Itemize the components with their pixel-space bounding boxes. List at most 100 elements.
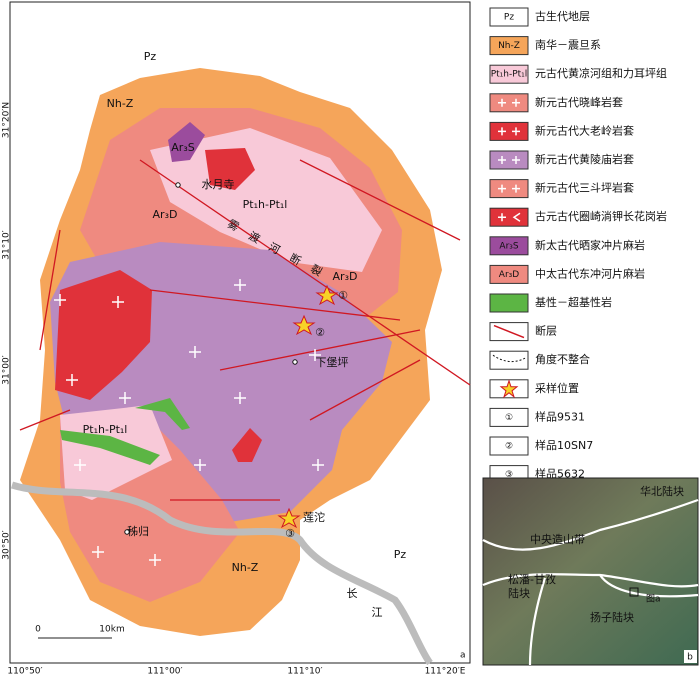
legend-label: 南华－震旦系 xyxy=(535,38,601,52)
cross-symbol xyxy=(149,554,161,566)
cross-symbol xyxy=(498,127,506,136)
latitude-label: 31°00′ xyxy=(2,355,12,384)
longitude-label: 110°50′ xyxy=(7,667,42,677)
legend-label: 样品10SN7 xyxy=(535,438,593,452)
cross-symbol xyxy=(234,392,246,404)
legend-swatch xyxy=(489,236,529,256)
legend-label: 新元古代黄陵庙岩套 xyxy=(535,152,634,166)
map-label: 裂 xyxy=(308,262,324,279)
legend-label: 样品5632 xyxy=(535,467,585,481)
legend: Pz 古生代地层 Nh-Z 南华－震旦系 Pt₁h-Pt₁l 元古代黄凉河组和力耳坪组新元… xyxy=(489,7,667,485)
cross-symbol xyxy=(498,98,506,107)
cross-symbol xyxy=(74,459,86,471)
latitude-label: 30°50′ xyxy=(2,530,12,559)
latitude-label: 31°10′ xyxy=(2,230,12,259)
inset-label: 陆块 xyxy=(508,586,530,600)
map-label: 河 xyxy=(266,240,282,257)
cross-symbol xyxy=(112,296,124,308)
legend-symbol: ① xyxy=(505,413,513,423)
inset-label: 松潘-甘孜 xyxy=(508,572,556,586)
cross-symbol xyxy=(312,459,324,471)
legend-swatch xyxy=(489,179,529,199)
cross-symbol xyxy=(119,392,131,404)
legend-swatch xyxy=(489,93,529,113)
map-label: 下堡坪 xyxy=(316,355,349,369)
inset-label: 图a xyxy=(646,594,661,605)
map-label: Ar₃D xyxy=(333,270,358,283)
legend-swatch xyxy=(489,207,529,227)
panel-box xyxy=(684,650,697,663)
legend-label: 古生代地层 xyxy=(535,9,590,23)
map-label: 秭归 xyxy=(127,524,149,538)
longitude-label: 111°20′E xyxy=(425,667,466,677)
map-label: 莲沱 xyxy=(303,510,325,524)
legend-swatch xyxy=(489,121,529,141)
fault-symbol xyxy=(493,324,525,339)
map-label: ① xyxy=(338,289,348,302)
legend-swatch xyxy=(489,264,529,284)
place-dot xyxy=(175,182,181,188)
legend-swatch xyxy=(489,293,529,313)
mafic-body xyxy=(60,430,160,465)
legend-symbol: Ar₃S xyxy=(499,241,518,251)
legend-label: 样品9531 xyxy=(535,409,585,423)
map-label: Pt₁h-Pt₁l xyxy=(243,198,288,211)
cross-symbol xyxy=(498,156,506,164)
mafic-body xyxy=(135,398,190,430)
place-dot xyxy=(124,529,130,535)
scale-label: 10km xyxy=(99,625,124,635)
panel-label: b xyxy=(687,653,693,663)
map-label: Pz xyxy=(394,548,407,561)
yangtze-river xyxy=(10,481,433,666)
map-label: 水月寺 xyxy=(202,178,235,191)
inset-frame xyxy=(482,477,699,666)
cross-symbol xyxy=(512,184,520,193)
legend-label: 新元古代三斗坪岩套 xyxy=(535,181,634,195)
legend-label: 古元古代圈崎淌钾长花岗岩 xyxy=(535,209,667,223)
legend-label: 采样位置 xyxy=(535,381,579,395)
legend-symbol: ③ xyxy=(505,470,513,480)
map-label: Nh-Z xyxy=(107,97,134,110)
place-dot xyxy=(292,359,298,365)
legend-swatch xyxy=(489,7,529,27)
cross-symbol xyxy=(66,374,78,386)
legend-label: 角度不整合 xyxy=(535,352,590,366)
inset-label: 华北陆块 xyxy=(640,484,684,498)
cross-symbol xyxy=(512,127,520,136)
map-label: Nh-Z xyxy=(232,561,259,574)
inset-study-area xyxy=(629,587,639,597)
legend-symbol: Pt₁h-Pt₁l xyxy=(491,70,528,80)
legend-swatch xyxy=(489,150,529,170)
map-label: ③ xyxy=(285,527,295,540)
legend-label: 中太古代东冲河片麻岩 xyxy=(535,266,645,280)
cross-symbol xyxy=(189,346,201,358)
cross-symbol xyxy=(309,349,321,361)
map-label: Ar₃D xyxy=(153,208,178,221)
inset-label: 扬子陆块 xyxy=(590,610,634,624)
legend-label: 元古代黄凉河组和力耳坪组 xyxy=(535,66,667,80)
legend-symbol: ② xyxy=(505,442,513,452)
map-label: Pt₁h-Pt₁l xyxy=(83,423,128,436)
inset-boundaries xyxy=(482,498,699,666)
map-label: 雾 xyxy=(225,217,241,234)
sample-stars xyxy=(277,284,339,529)
legend-symbol: Pz xyxy=(504,13,514,23)
scale-label: 0 xyxy=(35,625,41,635)
legend-swatch xyxy=(489,64,529,84)
map-label: ② xyxy=(315,326,325,339)
map-label: Ar₃S xyxy=(171,141,194,154)
legend-symbol: Nh-Z xyxy=(498,41,520,51)
longitude-label: 111°00′ xyxy=(147,667,182,677)
legend-swatch xyxy=(489,407,529,427)
legend-swatch xyxy=(489,36,529,56)
granite xyxy=(205,148,255,190)
cross-symbol xyxy=(512,98,520,107)
unconformity-symbol xyxy=(492,354,526,363)
geology xyxy=(10,68,471,666)
cross-symbol xyxy=(92,546,104,558)
inset-label: 中央造山带 xyxy=(530,532,585,546)
cross-symbol xyxy=(512,156,520,164)
xiaofeng-unit xyxy=(55,270,152,400)
